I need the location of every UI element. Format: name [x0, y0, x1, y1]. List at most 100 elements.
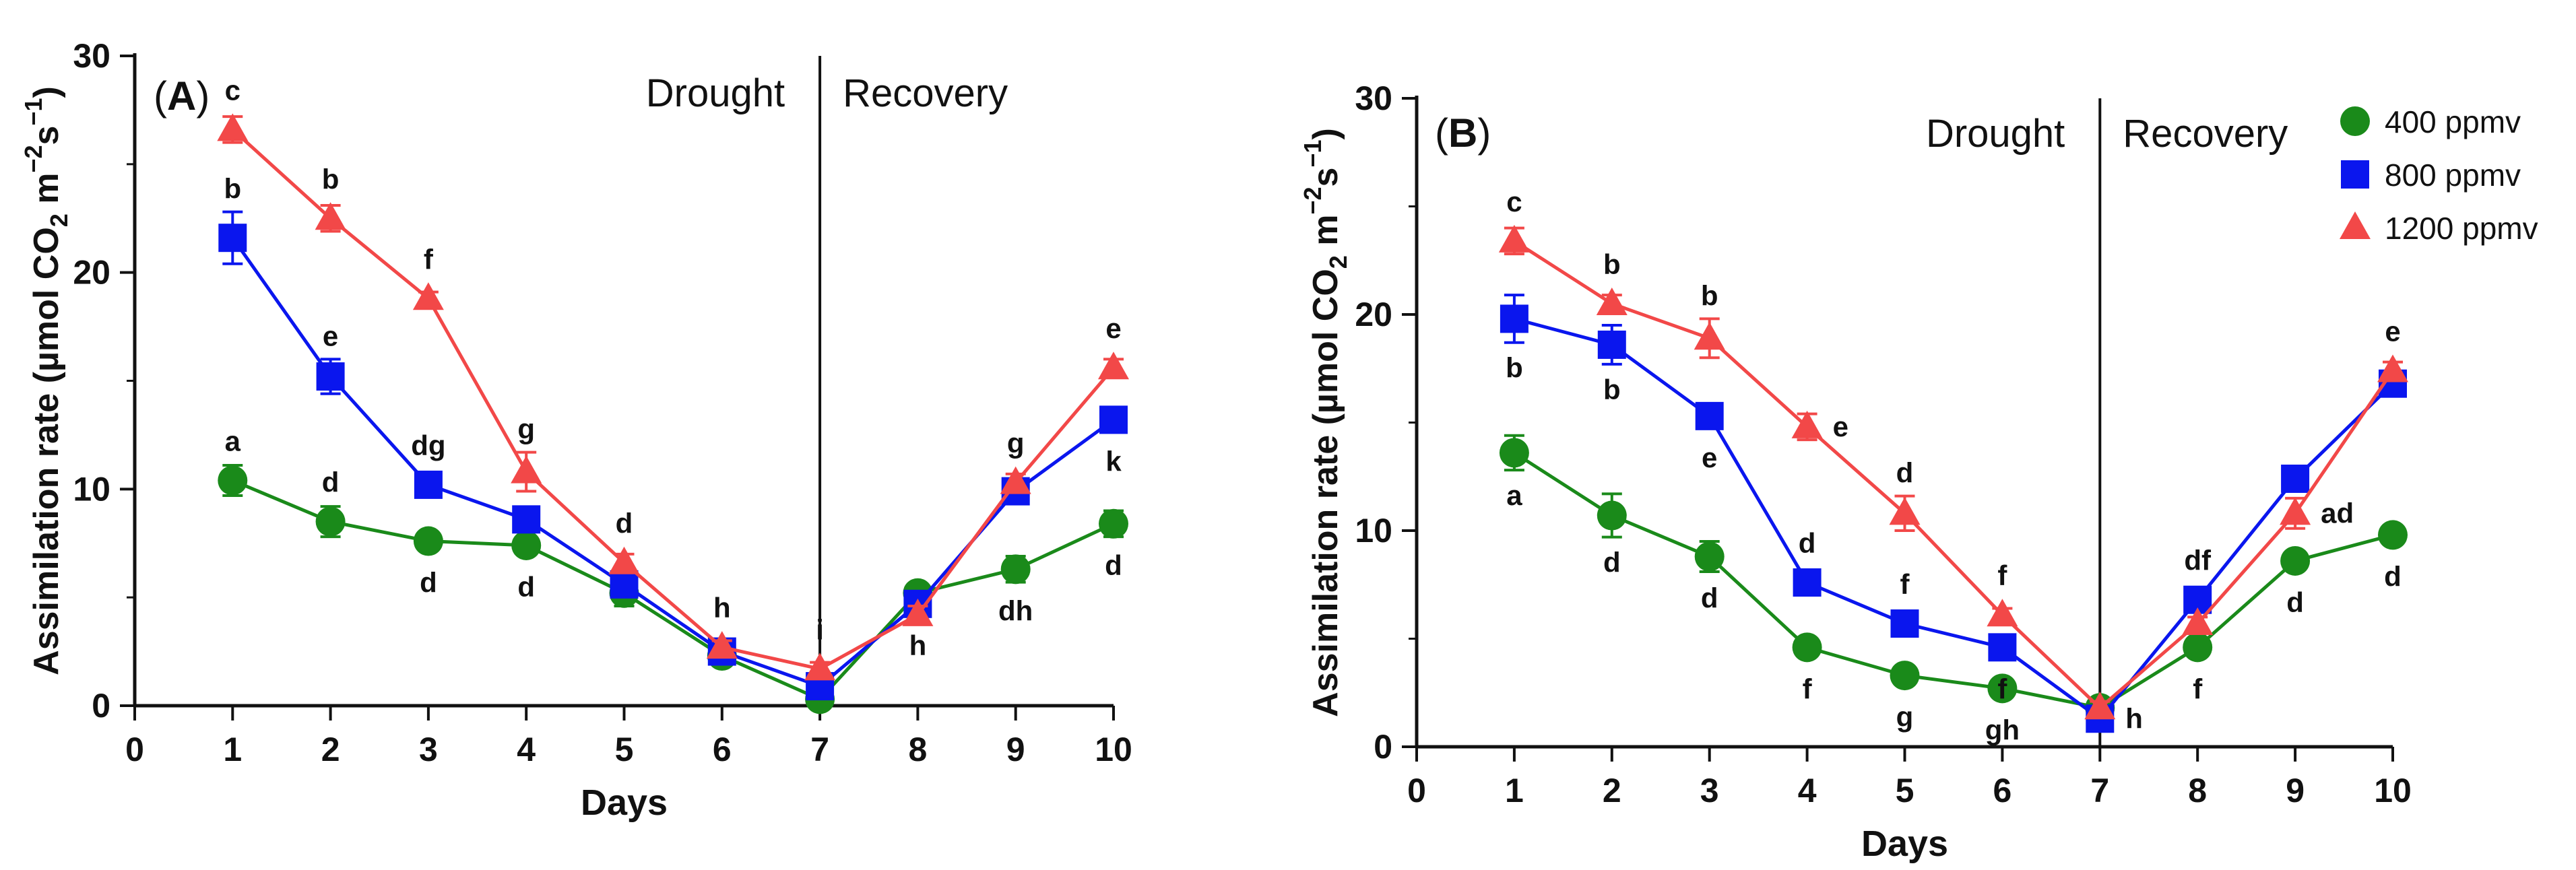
y-axis-title-part: Assimilation rate (µmol CO — [1306, 269, 1345, 717]
significance-letter: h — [713, 592, 731, 624]
data-point — [1890, 609, 1919, 638]
legend-label: 400 ppmv — [2385, 104, 2521, 139]
x-tick-label: 2 — [1603, 772, 1621, 809]
significance-letter: d — [322, 467, 340, 498]
y-axis-title-part: 2 — [1324, 255, 1352, 269]
significance-letter: f — [2193, 673, 2203, 704]
x-tick-label: 6 — [1993, 772, 2011, 809]
y-axis-title-part: ) — [1306, 128, 1345, 139]
significance-letter: ad — [2321, 497, 2354, 529]
data-point — [217, 113, 249, 141]
series-line — [232, 479, 1115, 702]
x-tick-label: 10 — [2374, 772, 2412, 809]
significance-letter: g — [1896, 701, 1914, 733]
data-point — [413, 526, 443, 556]
x-tick-label: 4 — [1798, 772, 1817, 809]
significance-letter: c — [1506, 186, 1522, 218]
significance-letter: f — [1997, 673, 2007, 704]
y-tick-label: 30 — [73, 37, 110, 75]
x-tick-label: 1 — [223, 731, 242, 768]
y-tick-label: 0 — [1374, 728, 1392, 766]
y-axis-title-part: Assimilation rate (µmol CO — [27, 227, 66, 675]
data-point — [1988, 633, 2017, 662]
significance-letter: b — [1603, 374, 1621, 405]
panel-label: (B) — [1435, 110, 1491, 156]
significance-letter: d — [1799, 527, 1816, 559]
x-tick-label: 9 — [2286, 772, 2305, 809]
data-point — [2377, 354, 2408, 382]
panel-b: 0 1 2 3 4 5 6 7 8 9 10 0 10 20 30 Days Assimilation rate… — [1299, 79, 2412, 864]
y-axis-title-part: m — [1306, 214, 1345, 255]
data-point — [1694, 322, 1725, 350]
legend: 400 ppmv 800 ppmv 1200 ppmv — [2340, 104, 2538, 246]
data-point — [218, 224, 247, 253]
x-tick-label: 8 — [908, 731, 927, 768]
y-axis-title-part: s — [27, 126, 66, 145]
significance-letter: b — [322, 163, 340, 195]
y-axis-title-part: −2 — [20, 145, 47, 172]
data-point — [414, 470, 443, 499]
significance-letter: g — [517, 413, 535, 445]
x-tick-label: 0 — [125, 731, 144, 768]
data-point — [2084, 692, 2116, 720]
significance-letter: e — [1833, 411, 1848, 442]
data-point — [1890, 661, 1920, 691]
significance-letter: d — [420, 567, 437, 599]
y-axis-title-part: −1 — [20, 98, 47, 125]
significance-letter: g — [1007, 428, 1025, 459]
y-tick-label: 20 — [1355, 296, 1392, 333]
significance-letter: f — [424, 243, 434, 275]
data-point — [706, 631, 738, 659]
significance-letter: f — [1803, 673, 1813, 704]
significance-letter: h — [2125, 702, 2143, 734]
x-tick-label: 1 — [1505, 772, 1524, 809]
significance-letter: d — [1701, 582, 1718, 614]
data-point — [1694, 541, 1725, 572]
data-point — [218, 465, 248, 496]
x-tick-label: 0 — [1407, 772, 1426, 809]
data-point — [2378, 520, 2408, 550]
x-tick-label: 7 — [810, 731, 829, 768]
data-point — [412, 282, 444, 310]
data-point — [1695, 401, 1724, 430]
x-tick-label: 8 — [2188, 772, 2207, 809]
panel-label: (A) — [154, 73, 210, 119]
data-point — [1889, 497, 1921, 525]
data-point — [2183, 632, 2213, 663]
data-point — [1791, 410, 1823, 438]
y-tick-label: 0 — [92, 687, 110, 725]
data-point — [1098, 352, 1129, 380]
legend-marker — [2340, 211, 2371, 239]
y-tick-label: 20 — [73, 254, 110, 292]
x-tick-label: 3 — [1700, 772, 1719, 809]
data-point — [2280, 497, 2311, 525]
legend-label: 800 ppmv — [2385, 158, 2521, 193]
data-point — [1597, 500, 1627, 531]
y-tick-label: 30 — [1355, 79, 1392, 117]
data-point — [1000, 466, 1031, 494]
data-point — [315, 506, 346, 537]
data-point — [1498, 224, 1530, 253]
data-point — [1099, 508, 1128, 539]
y-axis-title-part: s — [1306, 168, 1345, 187]
series-line — [1513, 239, 2395, 710]
x-tick-label: 10 — [1095, 731, 1132, 768]
data-point — [2281, 464, 2310, 493]
x-tick-label: 5 — [1896, 772, 1914, 809]
x-tick-label: 6 — [713, 731, 732, 768]
significance-letter: df — [2184, 545, 2212, 576]
data-point — [1499, 438, 1529, 468]
y-axis-title: Assimilation rate (µmol CO2 m−2s−1) — [1299, 128, 1352, 717]
panel-label-letter: A — [167, 73, 196, 119]
significance-letter: k — [1105, 445, 1122, 477]
x-tick-label: 9 — [1006, 731, 1025, 768]
data-point — [511, 530, 542, 560]
significance-letter: a — [1506, 479, 1522, 511]
phase-label-drought: Drought — [646, 71, 785, 115]
significance-letter: c — [225, 74, 240, 106]
x-tick-label: 4 — [517, 731, 536, 768]
data-point — [902, 598, 934, 626]
